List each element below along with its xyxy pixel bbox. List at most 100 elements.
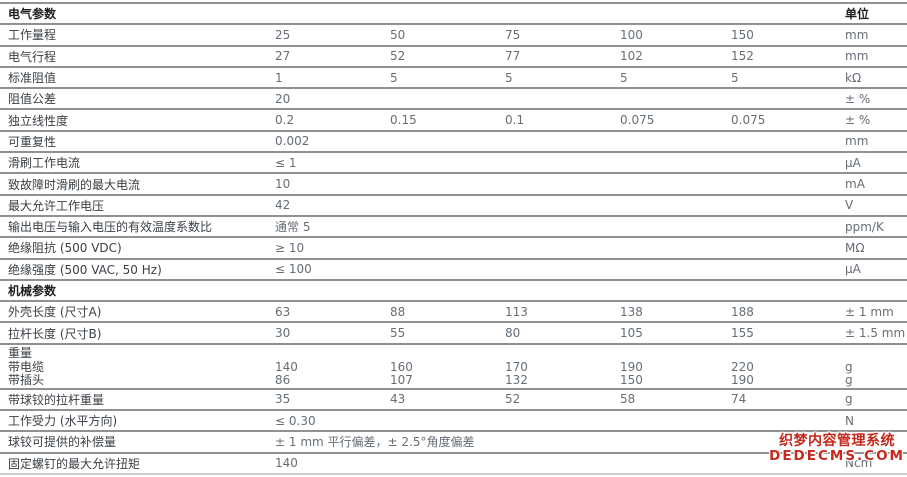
value: 132 [505,373,528,388]
value-cell: 63 [275,304,291,319]
table-row: 电气行程 27 52 77 102 152 mm [0,44,907,66]
value-cell: 0.15 [390,113,417,128]
unit-cell: µA [845,155,861,170]
value-cell: 35 [275,392,291,407]
row-label: 绝缘强度 (500 VAC, 50 Hz) [8,262,162,277]
unit-cell: V [845,198,854,213]
value-cell: 0.075 [731,113,766,128]
unit-cell: N [845,413,854,428]
dedecms-watermark: 织梦内容管理系统 DEDECMS.COM [769,434,905,464]
value-cell: 188 [731,304,754,319]
value-cell: 58 [620,392,636,407]
row-label: 机械参数 [8,284,57,298]
unit-cell: ppm/K [845,219,884,234]
value-cell: 0.002 [275,134,310,149]
row-label: 致故障时滑刷的最大电流 [8,177,141,192]
value: 107 [390,373,413,388]
unit-cell: kΩ [845,70,862,85]
value-cell: ≤ 1 [275,155,297,170]
value-cell: 100 [620,27,643,42]
value-cell: 113 [505,304,528,319]
value-cell: 75 [505,27,521,42]
watermark-text-cn: 织梦内容管理系统 [779,433,896,449]
row-label: 独立线性度 [8,113,69,128]
unit-cell: mm [845,27,869,42]
value-cell: ≤ 100 [275,262,312,277]
unit-cell: mm [845,134,869,149]
unit-cell: mA [845,177,865,192]
value-cell: 42 [275,198,291,213]
value-cell: 74 [731,392,747,407]
value-cell: 5 [505,70,513,85]
table-row: 工作受力 (水平方向) ≤ 0.30 N [0,409,907,431]
value-cell: 77 [505,49,521,64]
unit-cell: µA [845,262,861,277]
table-row: 标准阻值 1 5 5 5 5 kΩ [0,65,907,88]
value: 140 [275,359,298,374]
row-label: 电气参数 [8,7,57,22]
value-cell: ≤ 0.30 [275,413,316,428]
row-label: 阻值公差 [8,92,57,107]
row-label-group: 重量 带电缆 带插头 [0,347,275,388]
value-cell: 52 [390,49,406,64]
table-row: 带球铰的拉杆重量 35 43 52 58 74 g [0,387,907,410]
section-header-row: 电气参数 单位 [0,2,907,24]
row-label: 电气行程 [8,49,57,64]
table-row: 固定螺钉的最大允许扭矩 140 Ncm [0,451,907,473]
value-cell: 160 107 [390,347,505,388]
section-header-row: 机械参数 [0,278,907,301]
value-cell: 43 [390,392,406,407]
table-row: 外壳长度 (尺寸A) 63 88 113 138 188 ± 1 mm [0,300,907,322]
row-label: 工作受力 (水平方向) [8,414,118,429]
group-sub-label: 带电缆 [8,359,45,374]
watermark-text-en: DEDECMS.COM [769,448,905,464]
table-row: 绝缘阻抗 (500 VDC) ≥ 10 MΩ [0,236,907,258]
group-sub-label: 带插头 [8,373,45,388]
value-cell: 5 [390,70,398,85]
value: 170 [505,359,528,374]
value-cell: 140 86 [275,347,390,388]
unit-cell: ± 1.5 mm [845,326,906,341]
value-cell: 25 [275,27,291,42]
unit-header: 单位 [845,7,870,22]
value: 190 [731,373,754,388]
row-label: 球铰可提供的补偿量 [8,435,117,450]
value-cell: 150 [731,27,754,42]
value-cell: 152 [731,49,754,64]
table-row: 最大允许工作电压 42 V [0,193,907,215]
row-label: 拉杆长度 (尺寸B) [8,326,102,341]
group-title: 重量 [8,346,33,361]
value: 220 [731,359,754,374]
unit-cell: ± % [845,91,871,106]
unit-cell: g [845,392,853,407]
value-cell: 140 [275,456,298,471]
value-cell: 190 150 [620,347,731,388]
value-cell: 通常 5 [275,220,311,235]
value-cell: 50 [390,27,406,42]
value-cell: 0.2 [275,113,295,128]
table-row: 输出电压与输入电压的有效温度系数比 通常 5 ppm/K [0,214,907,237]
row-label: 固定螺钉的最大允许扭矩 [8,456,141,471]
value-cell: 55 [390,326,406,341]
value-cell: 88 [390,304,406,319]
unit-cell: ± % [845,113,871,128]
table-row: 阻值公差 20 ± % [0,87,907,109]
value-cell: 170 132 [505,347,620,388]
row-label: 绝缘阻抗 (500 VDC) [8,241,122,256]
row-label: 最大允许工作电压 [8,198,105,213]
value-cell: 20 [275,91,291,106]
row-label: 外壳长度 (尺寸A) [8,305,102,320]
value-cell: 0.075 [620,113,655,128]
value-cell: 30 [275,326,291,341]
value-cell: 5 [731,70,739,85]
table-row: 独立线性度 0.2 0.15 0.1 0.075 0.075 ± % [0,108,907,130]
value-cell: 1 [275,70,283,85]
table-row: 重量 带电缆 带插头 140 86 160 107 170 132 190 150 220 190 g g [0,342,907,388]
value-cell: 5 [620,70,628,85]
unit: g [845,373,853,388]
value-cell: 80 [505,326,521,341]
value-cell: 52 [505,392,521,407]
table-row: 滑刷工作电流 ≤ 1 µA [0,151,907,173]
value-cell: ± 1 mm 平行偏差，± 2.5°角度偏差 [275,435,475,450]
